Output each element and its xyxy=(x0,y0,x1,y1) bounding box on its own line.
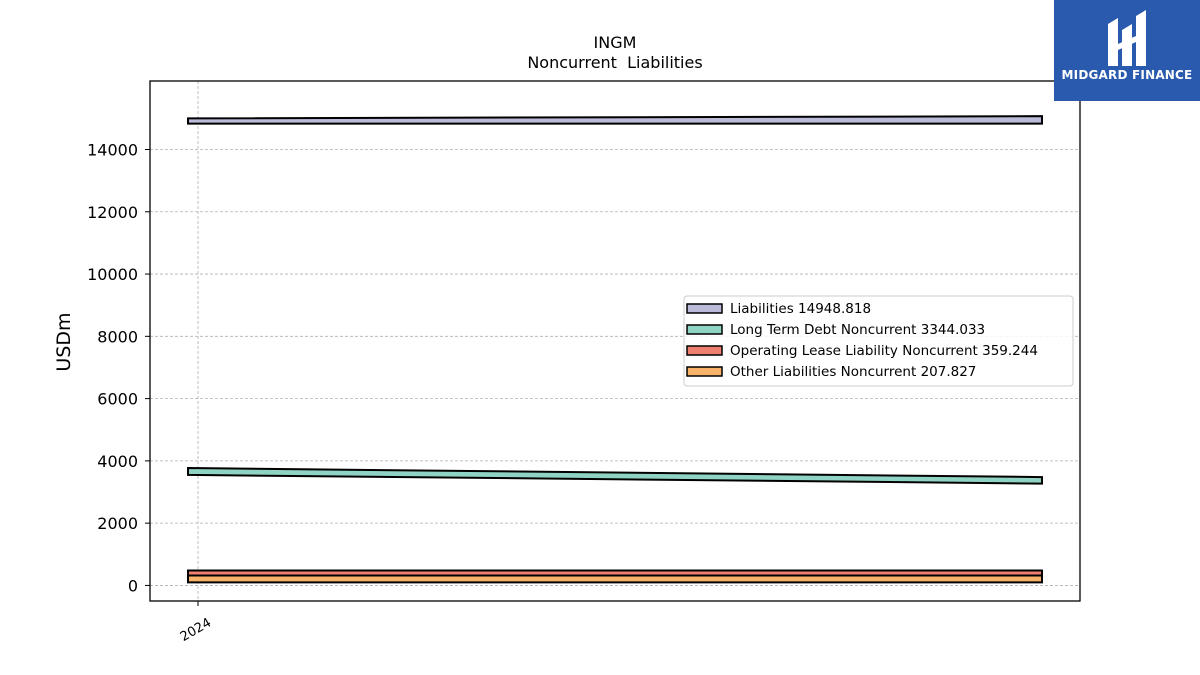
plot-frame xyxy=(149,80,1081,602)
y-tick-label: 12000 xyxy=(87,203,138,222)
series-area-0 xyxy=(187,115,1043,125)
y-axis-ticks: 0 2000 4000 6000 8000 10000 12000 14000 xyxy=(87,141,150,595)
y-tick-label: 2000 xyxy=(97,514,138,533)
y-tick-label: 14000 xyxy=(87,141,138,160)
chart-title-line2: Noncurrent Liabilities xyxy=(527,53,702,72)
brand-logo: MIDGARD FINANCE xyxy=(1054,0,1200,101)
legend-label: Operating Lease Liability Noncurrent 359… xyxy=(730,343,1038,359)
legend-label: Other Liabilities Noncurrent 207.827 xyxy=(730,364,976,380)
y-tick-label: 4000 xyxy=(97,452,138,471)
chart-title-line1: INGM xyxy=(594,33,637,52)
legend: Liabilities 14948.818 Long Term Debt Nonc… xyxy=(683,295,1074,387)
legend-box xyxy=(683,295,1074,387)
legend-label: Liabilities 14948.818 xyxy=(730,301,871,317)
legend-swatch xyxy=(686,366,723,377)
y-tick-label: 6000 xyxy=(97,390,138,409)
logo-text: MIDGARD FINANCE xyxy=(1061,68,1193,82)
legend-swatch xyxy=(686,303,723,314)
x-axis-ticks: 2024 xyxy=(178,601,214,645)
logo-mark-icon xyxy=(1108,10,1146,66)
series-areas xyxy=(187,115,1043,584)
y-tick-label: 0 xyxy=(128,576,138,595)
series-area-3 xyxy=(187,574,1043,584)
legend-swatch xyxy=(686,324,723,335)
y-tick-label: 10000 xyxy=(87,265,138,284)
grid-lines xyxy=(150,81,1080,601)
y-axis-label: USDm xyxy=(53,312,75,371)
y-tick-label: 8000 xyxy=(97,327,138,346)
x-tick-label: 2024 xyxy=(178,615,214,645)
series-area-1 xyxy=(187,467,1043,485)
legend-label: Long Term Debt Noncurrent 3344.033 xyxy=(730,322,985,338)
legend-swatch xyxy=(686,345,723,356)
